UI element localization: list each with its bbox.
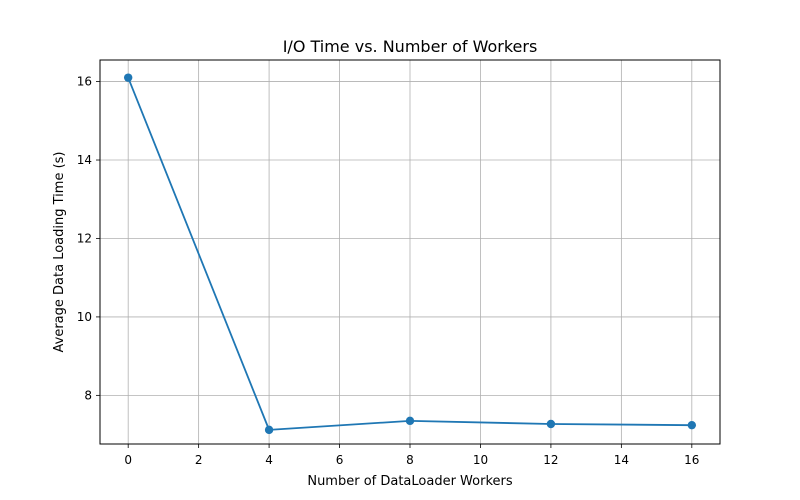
y-tick-label: 10 xyxy=(77,310,92,324)
x-tick-label: 10 xyxy=(473,453,488,467)
x-tick-label: 14 xyxy=(614,453,629,467)
x-tick-label: 12 xyxy=(543,453,558,467)
y-tick-label: 8 xyxy=(84,388,92,402)
x-tick-label: 2 xyxy=(195,453,203,467)
series-layer xyxy=(123,73,697,435)
grid xyxy=(100,60,720,444)
chart-title: I/O Time vs. Number of Workers xyxy=(283,37,538,56)
data-point xyxy=(123,73,133,82)
y-tick-label: 16 xyxy=(77,75,92,89)
y-tick-label: 14 xyxy=(77,153,92,167)
ticks: 0 2 4 6 8 10 12 14 16 8 10 12 14 16 xyxy=(77,75,700,467)
data-point xyxy=(687,420,697,430)
x-tick-label: 8 xyxy=(406,453,414,467)
x-axis-label: Number of DataLoader Workers xyxy=(307,474,513,489)
x-tick-label: 6 xyxy=(336,453,344,467)
x-tick-label: 0 xyxy=(124,453,132,467)
x-tick-label: 4 xyxy=(265,453,273,467)
x-tick-label: 16 xyxy=(684,453,699,467)
data-point xyxy=(546,419,556,429)
data-point xyxy=(405,416,415,426)
data-point xyxy=(264,425,274,435)
y-tick-label: 12 xyxy=(77,231,92,245)
y-axis-label: Average Data Loading Time (s) xyxy=(52,152,67,353)
